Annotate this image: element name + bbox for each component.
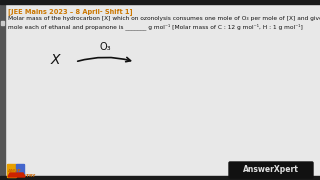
FancyBboxPatch shape: [7, 165, 17, 177]
Text: AnswerXpert: AnswerXpert: [243, 165, 299, 174]
FancyBboxPatch shape: [17, 165, 25, 176]
FancyBboxPatch shape: [229, 162, 313, 178]
Text: ANUP
CHEMISTRY: ANUP CHEMISTRY: [8, 169, 36, 178]
Bar: [0, 176, 320, 180]
Bar: [1, 21, 4, 25]
Text: mole each of ethanal and propanone is _______ g mol⁻¹ [Molar mass of C : 12 g mo: mole each of ethanal and propanone is __…: [8, 23, 303, 30]
Text: Molar mass of the hydrocarbon [X] which on ozonolysis consumes one mole of O₃ pe: Molar mass of the hydrocarbon [X] which …: [8, 16, 320, 21]
Text: X: X: [50, 53, 60, 67]
Text: [JEE Mains 2023 – 8 April- Shift 1]: [JEE Mains 2023 – 8 April- Shift 1]: [8, 8, 132, 15]
Text: O₃: O₃: [99, 42, 111, 52]
Polygon shape: [8, 173, 25, 177]
Bar: [0, 0, 5, 180]
Bar: [0, 0, 320, 4]
